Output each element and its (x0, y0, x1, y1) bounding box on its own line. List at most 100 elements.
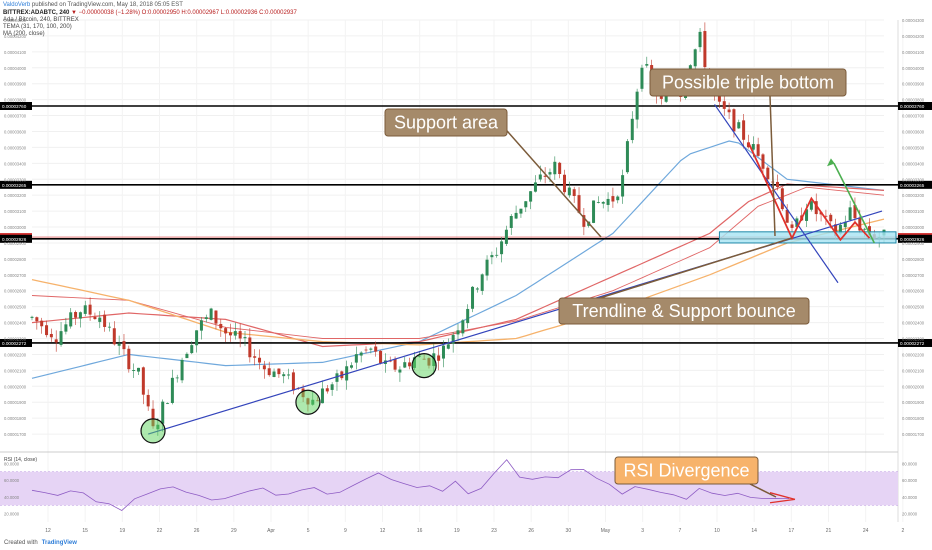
level-label-left-bg (0, 102, 32, 110)
annotation-pointer (769, 95, 776, 237)
candle-body (717, 91, 721, 102)
candle-body (161, 401, 165, 424)
tradingview-logo[interactable]: TradingView (41, 540, 77, 546)
rsi-band (0, 471, 898, 506)
triple-bottom-pattern (747, 142, 871, 242)
price-axis: 0.00004300 0.00004300 0.00004200 0.00004200… (4, 18, 925, 437)
y-tick-left: 0.00004100 (4, 50, 27, 55)
y-tick-right: 0.00002600 (902, 289, 925, 294)
y-tick-left: 0.00004200 (4, 34, 27, 39)
x-tick-label: 14 (751, 528, 757, 534)
candle-body (524, 201, 528, 208)
candle-body (756, 144, 760, 156)
candle-body (480, 274, 484, 291)
candle-body (253, 356, 257, 358)
candle-body (262, 365, 266, 370)
y-tick-left: 0.00003000 (4, 225, 27, 230)
y-tick-left: 0.00002100 (4, 368, 27, 373)
level-label-right: 0.00002926 (900, 237, 925, 242)
y-tick-right: 0.00003500 (902, 145, 925, 150)
candle-body (746, 142, 750, 148)
level-label-right-bg (898, 102, 932, 110)
candle-body (461, 320, 465, 334)
candle-body (776, 181, 779, 187)
candle-body (248, 337, 252, 358)
y-tick-right: 0.00003800 (902, 98, 925, 103)
x-tick-label: 23 (491, 528, 497, 534)
horizontal-levels[interactable]: 0.00003760 0.00003760 0.00003265 0.00003265… (0, 102, 932, 347)
candle-body (277, 368, 281, 375)
candle-body (64, 324, 68, 332)
candle-body (175, 377, 179, 379)
y-tick-left: 0.00003700 (4, 114, 27, 119)
candle-body (814, 201, 818, 215)
level-label-right-bg (898, 234, 932, 243)
candle-body (54, 339, 58, 343)
level-label-right: 0.00003265 (900, 183, 925, 188)
candle-body (601, 201, 605, 204)
x-tick-label: 12 (380, 528, 386, 534)
candle-body (456, 330, 460, 335)
y-tick-left: 0.00002600 (4, 289, 27, 294)
publisher-name[interactable]: ValdoVerb (3, 2, 31, 8)
y-tick-right: 0.00004300 (902, 18, 925, 23)
candle-body (359, 352, 363, 356)
candle-body (107, 326, 111, 328)
y-tick-left: 0.00001800 (4, 416, 27, 421)
level-label-left: 0.00003265 (2, 183, 27, 188)
candle-body (824, 215, 828, 217)
candle-body (780, 188, 784, 210)
candle-body (209, 308, 213, 320)
drawings[interactable] (140, 104, 897, 444)
x-tick-label: 21 (826, 528, 832, 534)
candle-body (596, 202, 600, 203)
annotation-text: Support area (394, 113, 499, 133)
candle-body (790, 224, 794, 228)
level-label-right-bg (898, 338, 932, 347)
y-tick-left: 0.00001900 (4, 400, 27, 405)
y-tick-left: 0.00003200 (4, 193, 27, 198)
y-tick-left: 0.00002000 (4, 384, 27, 389)
rsi-tick-left: 20.0000 (4, 512, 20, 517)
y-tick-right: 0.00002400 (902, 321, 925, 326)
candle-body (611, 196, 615, 202)
candle-body (190, 345, 194, 354)
candle-body (466, 308, 470, 324)
candle-body (117, 343, 121, 346)
rsi-tick-right: 40.0000 (902, 495, 918, 500)
y-tick-left: 0.00002400 (4, 321, 27, 326)
candle-body (471, 286, 475, 309)
ma-legend[interactable]: MA (200, close) (3, 31, 45, 37)
symbol-name[interactable]: BITTREX:ADABTC, 240 (3, 10, 70, 16)
candle-body (282, 374, 286, 377)
candle-body (441, 345, 445, 359)
candle-body (703, 31, 707, 68)
candle-body (490, 255, 494, 258)
candle-body (291, 372, 295, 391)
rsi-tick-left: 60.0000 (4, 478, 20, 483)
candle-body (732, 109, 736, 132)
candle-body (243, 337, 247, 339)
level-label-left-bg (0, 234, 32, 243)
tema-legend[interactable]: TEMA (31, 170, 100, 200) (3, 24, 72, 30)
candle-body (403, 362, 407, 368)
candle-body (137, 367, 140, 372)
candle-body (640, 67, 644, 89)
candle-body (582, 215, 586, 227)
annotation-pointer (499, 122, 602, 238)
y-tick-right: 0.00001800 (902, 416, 925, 421)
annotations[interactable]: Possible triple bottom Support area Trendl… (384, 68, 847, 498)
candle-body (88, 304, 92, 315)
annotation-text: Trendline & Support bounce (572, 301, 795, 321)
y-tick-right: 0.00004200 (902, 34, 925, 39)
candle-body (848, 207, 852, 221)
candle-body (180, 359, 184, 381)
candle-body (98, 317, 102, 322)
y-tick-right: 0.00003300 (902, 177, 925, 182)
x-tick-label: 2 (901, 528, 904, 534)
y-tick-right: 0.00003700 (902, 114, 925, 119)
y-tick-left: 0.00003300 (4, 177, 27, 182)
publisher-line: ValdoVerb published on TradingView.com, … (3, 2, 183, 8)
candle-body (519, 208, 523, 214)
